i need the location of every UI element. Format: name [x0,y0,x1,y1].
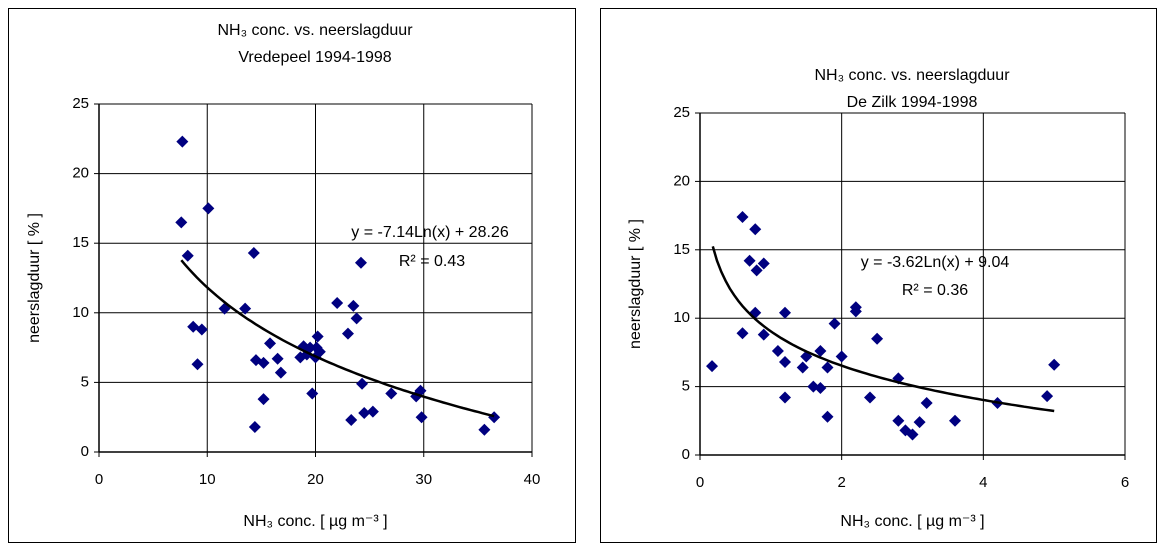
data-point [706,360,719,373]
x-tick-label: 0 [696,474,704,491]
data-point [736,210,749,223]
data-point [796,361,809,374]
data-point [814,345,827,358]
data-point [757,328,770,341]
data-point [736,327,749,340]
chart-subtitle: Vredepeel 1994-1998 [238,49,391,66]
data-point [913,416,926,429]
chart-title: NH₃ conc. vs. neerslagduur [814,67,1010,84]
data-point [415,411,428,424]
data-point [271,352,284,365]
data-point [239,302,252,315]
x-tick-label: 2 [837,474,845,491]
data-point [311,330,324,343]
data-point [779,391,791,404]
y-tick-label: 20 [72,165,89,182]
x-tick-label: 30 [415,471,432,488]
data-point [341,327,354,340]
trendline [711,246,1055,413]
data-point [175,216,188,229]
y-tick-label: 10 [72,304,89,321]
y-tick-label: 15 [72,234,89,251]
data-point [331,297,344,310]
data-point [835,350,848,363]
y-tick-label: 5 [81,373,89,390]
data-point [821,361,834,374]
data-point [358,407,371,420]
x-tick-label: 10 [199,471,216,488]
trendline [180,259,495,418]
y-tick-label: 0 [682,446,690,463]
data-point [257,393,270,406]
data-point [779,355,791,368]
x-axis-label: NH₃ conc. [ µg m⁻³ ] [243,513,387,530]
y-axis-label: neerslagduur [ % ] [26,213,43,343]
data-point [906,428,919,441]
data-point [181,249,194,262]
data-point [176,135,189,148]
chart-frame [600,8,1157,543]
chart-subtitle: De Zilk 1994-1998 [847,94,978,111]
data-point [202,202,215,215]
data-point [345,413,358,426]
data-point [892,414,905,427]
data-point [779,306,791,319]
chart-frame [8,8,576,543]
y-axis-label: neerslagduur [ % ] [627,219,644,349]
data-point [191,358,204,371]
data-point [949,414,961,427]
data-point [366,405,379,418]
r-squared: R² = 0.43 [399,253,465,270]
data-point [354,256,367,269]
data-point [264,337,277,350]
chart-title: NH₃ conc. vs. neerslagduur [217,22,413,39]
data-point [757,257,770,270]
data-point [274,366,287,379]
y-tick-label: 20 [673,172,690,189]
data-point [771,345,784,358]
y-tick-label: 10 [673,309,690,326]
data-point [248,420,261,433]
y-tick-label: 0 [81,443,89,460]
x-axis-label: NH₃ conc. [ µg m⁻³ ] [840,513,984,530]
data-point [920,397,933,410]
x-tick-label: 40 [524,471,541,488]
trendline-equation: y = -7.14Ln(x) + 28.26 [351,224,509,241]
data-point [821,410,834,423]
data-point [871,332,884,345]
x-tick-label: 6 [1121,474,1129,491]
r-squared: R² = 0.36 [902,282,968,299]
data-point [814,381,827,394]
data-point [347,299,360,312]
trendline-equation: y = -3.62Ln(x) + 9.04 [861,254,1010,271]
data-point [478,423,491,436]
data-point [1041,390,1054,403]
y-tick-label: 25 [673,104,690,121]
y-tick-label: 5 [682,378,690,395]
data-point [247,246,260,259]
data-point [1048,358,1061,371]
x-tick-label: 4 [979,474,987,491]
data-point [828,317,841,330]
y-tick-label: 25 [72,95,89,112]
y-tick-label: 15 [673,241,690,258]
x-tick-label: 20 [307,471,324,488]
data-point [849,305,862,318]
data-point [195,323,208,336]
data-point [350,312,363,325]
data-point [385,387,398,400]
data-point [750,264,763,277]
data-point [257,356,270,369]
data-point [356,377,369,390]
data-point [306,387,319,400]
data-point [743,254,756,267]
data-point [749,223,762,236]
x-tick-label: 0 [95,471,103,488]
data-point [864,391,876,404]
